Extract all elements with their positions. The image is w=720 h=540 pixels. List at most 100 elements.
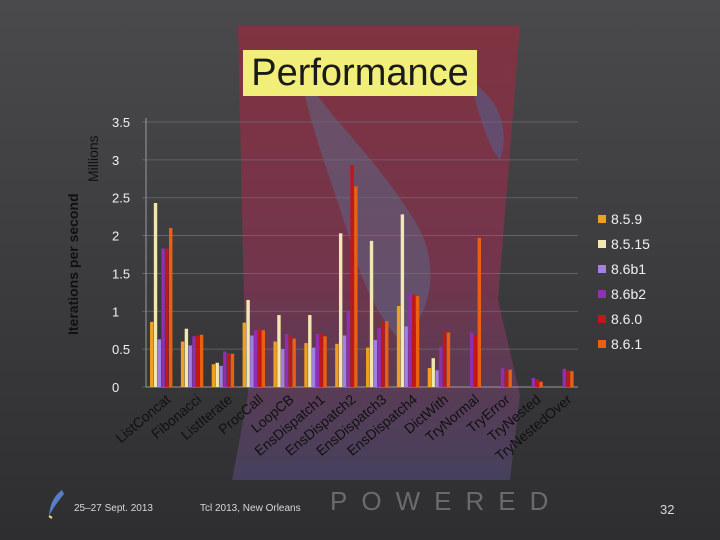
bar: [153, 203, 158, 387]
bar: [350, 165, 354, 387]
bar: [226, 352, 231, 387]
bar: [427, 368, 432, 387]
bar: [369, 240, 374, 387]
legend-label: 8.6b2: [611, 286, 646, 302]
bar: [273, 341, 277, 387]
bar: [535, 379, 539, 387]
bar: [473, 335, 478, 387]
bar: [180, 341, 185, 387]
bar: [431, 358, 435, 387]
bar: [261, 330, 265, 387]
bar: [373, 340, 378, 387]
bar: [192, 336, 196, 387]
bar: [308, 315, 312, 387]
bar: [570, 371, 574, 387]
bar: [184, 328, 189, 387]
bar: [338, 233, 343, 387]
bar: [439, 346, 443, 387]
bar: [165, 248, 169, 387]
bar: [242, 322, 246, 387]
bar: [288, 335, 293, 387]
legend-swatch: [598, 215, 606, 223]
bar: [319, 334, 323, 387]
bar: [211, 364, 216, 387]
bar: [435, 370, 439, 387]
y-tick-label: 0.5: [112, 342, 130, 357]
slide-title: Performance: [0, 50, 720, 96]
bar: [366, 347, 370, 387]
bar: [404, 326, 408, 387]
bar: [284, 334, 289, 387]
bar: [215, 362, 219, 387]
tcl-feather-icon: [48, 490, 64, 519]
bar: [377, 327, 381, 387]
legend-label: 8.5.15: [611, 236, 650, 252]
tcl-feather-tip: [470, 80, 504, 160]
bar: [412, 294, 416, 387]
powered-watermark: POWERED: [330, 486, 562, 516]
legend-swatch: [598, 290, 606, 298]
bar: [400, 214, 405, 387]
legend-swatch: [598, 265, 606, 273]
bar: [281, 349, 285, 387]
footer-date: 25–27 Sept. 2013: [74, 503, 153, 514]
legend-swatch: [598, 240, 606, 248]
bar: [442, 330, 447, 387]
legend-label: 8.6b1: [611, 261, 646, 277]
y-axis-title: Iterations per second: [65, 193, 81, 335]
y-tick-label: 2: [112, 229, 119, 244]
legend-label: 8.6.0: [611, 311, 642, 327]
bar: [254, 330, 258, 387]
bar: [508, 369, 512, 387]
bar: [323, 336, 327, 387]
bar: [354, 186, 358, 387]
bar: [415, 296, 420, 387]
legend-swatch: [598, 340, 606, 348]
slide-title-text: Performance: [243, 50, 477, 96]
bar: [531, 377, 536, 387]
y-tick-label: 3.5: [112, 115, 130, 130]
y-tick-label: 3: [112, 153, 119, 168]
page-number: 32: [660, 502, 675, 517]
bar: [396, 305, 401, 387]
y-tick-label: 2.5: [112, 191, 130, 206]
bar: [223, 351, 227, 387]
bar: [504, 370, 509, 387]
bar: [477, 237, 481, 387]
bar: [199, 334, 204, 387]
bar: [246, 299, 250, 387]
legend-label: 8.5.9: [611, 211, 642, 227]
y-tick-label: 0: [112, 380, 119, 395]
bar: [385, 321, 389, 387]
bar: [196, 335, 200, 387]
bar: [277, 315, 281, 387]
legend-swatch: [598, 315, 606, 323]
bar: [161, 248, 165, 387]
bar: [311, 347, 316, 387]
bar: [500, 368, 505, 387]
bar: [346, 311, 350, 387]
bar: [304, 343, 308, 387]
bar: [188, 345, 192, 387]
bar: [381, 321, 385, 387]
tcl-feather-logo: [300, 70, 431, 340]
y-tick-label: 1: [112, 304, 119, 319]
bar: [342, 335, 347, 387]
footer-event: Tcl 2013, New Orleans: [200, 503, 301, 514]
bar: [292, 338, 296, 387]
bar: [539, 381, 543, 387]
bar: [335, 343, 339, 387]
legend-label: 8.6.1: [611, 336, 642, 352]
bar: [446, 332, 451, 387]
bar: [257, 329, 262, 387]
bar: [150, 321, 154, 387]
bar: [157, 339, 162, 387]
bar: [408, 293, 412, 387]
bar: [169, 228, 173, 387]
bar: [250, 335, 254, 387]
bar: [315, 334, 320, 387]
y-axis-units: Millions: [85, 135, 101, 182]
bar: [219, 365, 223, 387]
